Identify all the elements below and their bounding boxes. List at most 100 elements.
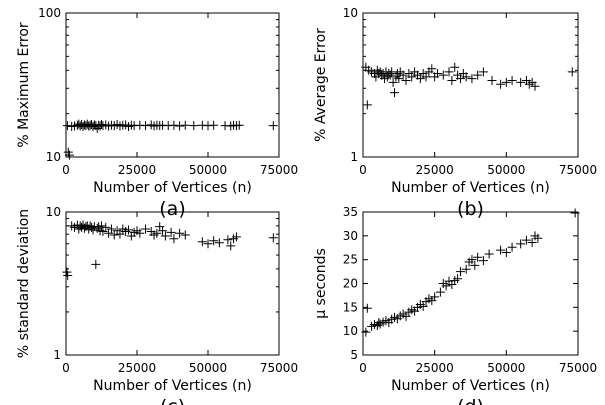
panel-a-x-ticks: 0 25000 50000 75000 [62, 13, 298, 177]
panel-d-label: (d) [457, 396, 484, 405]
panel-c-x-tick-label: 50000 [189, 361, 227, 375]
panel-d-y-tick-label: 5 [350, 348, 358, 362]
panel-d-x-tick-label: 0 [359, 361, 367, 375]
panel-c-y-axis-label: % standard deviation [16, 209, 32, 358]
panel-c-data-point [180, 230, 190, 240]
panel-b-label: (b) [457, 198, 484, 220]
panel-d-data-point [435, 287, 445, 297]
panel-c-y-tick-label: 1 [53, 348, 61, 362]
panel-b-data-point [415, 74, 425, 84]
panel-c-data-point [160, 231, 170, 241]
panel-d-data-point [430, 292, 440, 302]
panel-d-data-point [455, 267, 465, 277]
panel-d-data-point [484, 249, 494, 259]
panel-d: 0 25000 50000 75000 5 10 15 20 25 30 35 Number of… [313, 205, 597, 405]
panel-c-points [62, 220, 278, 280]
panel-c-data-point [123, 225, 133, 235]
panel-a: 0 25000 50000 75000 10 100 Number of Vertice… [16, 6, 298, 220]
panel-b-data-point [496, 79, 506, 89]
panel-a-data-point [209, 120, 219, 130]
panel-c-data-point [135, 228, 145, 238]
panel-b-data-point [433, 69, 443, 79]
panel-a-y-axis-label: % Maximum Error [16, 22, 32, 148]
panel-c-data-point [203, 239, 213, 249]
panel-b-x-tick-label: 25000 [416, 163, 454, 177]
panel-a-data-point [141, 121, 151, 131]
panel-b-data-point [388, 77, 398, 87]
panel-a-y-tick-label: 100 [38, 6, 61, 20]
panel-d-data-point [453, 274, 463, 284]
panel-c-data-point [209, 236, 219, 246]
panel-a-x-tick-label: 0 [62, 163, 70, 177]
panel-c-data-point [166, 227, 176, 237]
panel-b-data-point [421, 72, 431, 82]
panel-c-x-ticks: 0 25000 50000 75000 [62, 212, 298, 375]
panel-b-x-axis-label: Number of Vertices (n) [391, 180, 550, 196]
panel-d-data-point [478, 256, 488, 266]
panel-c-data-point [152, 228, 162, 238]
panel-c-x-tick-label: 75000 [260, 361, 298, 375]
panel-b-data-point [507, 75, 517, 85]
panel-b-y-tick-label: 10 [343, 6, 358, 20]
panel-a-points [62, 119, 278, 160]
panel-b-data-point [467, 74, 477, 84]
panel-a-data-point [189, 121, 199, 131]
panel-b-data-point [487, 75, 497, 85]
panel-a-data-point [268, 121, 278, 131]
panel-b-y-tick-label: 1 [350, 150, 358, 164]
panel-d-frame [362, 211, 579, 356]
panel-b-x-tick-label: 50000 [487, 163, 525, 177]
panel-d-data-point [461, 264, 471, 274]
panel-c-x-tick-label: 25000 [118, 361, 156, 375]
panel-c-label: (c) [160, 396, 185, 405]
panel-c-data-point [101, 222, 111, 232]
panel-d-y-ticks: 5 10 15 20 25 30 35 [343, 205, 578, 362]
panel-b-data-point [362, 100, 372, 110]
panel-c-data-point [97, 221, 106, 231]
panel-b-data-point [427, 64, 437, 74]
panel-b-data-point [390, 88, 400, 98]
panel-d-y-tick-label: 20 [343, 277, 358, 291]
panel-a-x-tick-label: 75000 [260, 163, 298, 177]
panel-b-data-point [447, 75, 457, 85]
panel-a-label: (a) [159, 198, 185, 220]
panel-c: 0 25000 50000 75000 1 10 Number of Vertices … [16, 205, 298, 405]
panel-c-y-tick-label: 10 [46, 205, 61, 219]
panel-b-data-point [567, 67, 577, 77]
panel-d-data-point [507, 242, 517, 252]
panel-b-data-point [401, 75, 411, 85]
panel-c-data-point [169, 234, 179, 244]
panel-d-data-point [473, 252, 483, 262]
panel-a-x-tick-label: 25000 [118, 163, 156, 177]
panel-b-data-point [450, 62, 460, 72]
panel-b-data-point [455, 74, 465, 84]
panel-b-data-point [473, 70, 483, 80]
panel-d-data-point [418, 301, 428, 311]
panel-d-data-point [441, 281, 451, 291]
panel-d-data-point [362, 303, 372, 313]
panel-b-x-tick-label: 0 [359, 163, 367, 177]
panel-b-x-ticks: 0 25000 50000 75000 [359, 13, 597, 177]
panel-b-data-point [438, 70, 448, 80]
panel-b-data-point [444, 67, 454, 77]
panel-d-data-point [521, 235, 531, 245]
panel-d-y-tick-label: 30 [343, 229, 358, 243]
panel-b-y-ticks: 1 10 [343, 6, 578, 164]
panel-d-data-point [533, 233, 543, 243]
panel-b-data-point [407, 72, 417, 82]
panel-b-data-point [478, 67, 488, 77]
panel-b-data-point [501, 77, 511, 87]
panel-a-x-tick-label: 50000 [189, 163, 227, 177]
panel-b-data-point [387, 67, 397, 77]
panel-c-data-point [175, 228, 185, 238]
panel-a-x-axis-label: Number of Vertices (n) [93, 180, 252, 196]
panel-d-data-point [516, 239, 526, 249]
panel-d-y-tick-label: 10 [343, 324, 358, 338]
panel-d-y-tick-label: 15 [343, 300, 358, 314]
panel-d-y-tick-label: 35 [343, 205, 358, 219]
panel-c-data-point [214, 238, 224, 248]
panel-c-data-point [197, 237, 207, 247]
panel-b-data-point [530, 81, 540, 91]
panel-b-frame [362, 12, 579, 158]
